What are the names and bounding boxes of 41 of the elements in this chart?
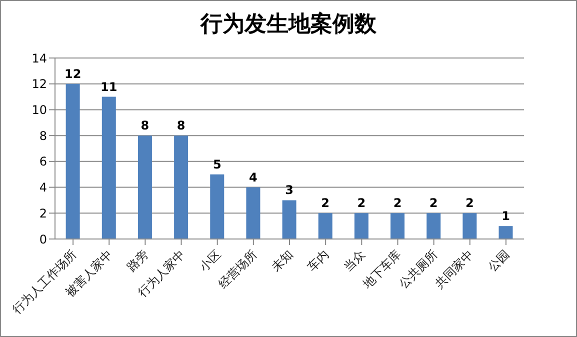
bar bbox=[390, 213, 405, 239]
data-label: 2 bbox=[429, 196, 438, 210]
chart-title: 行为发生地案例数 bbox=[199, 10, 378, 39]
y-tick-label: 0 bbox=[39, 232, 47, 246]
bar bbox=[282, 200, 296, 239]
bar bbox=[246, 187, 260, 239]
data-label: 5 bbox=[212, 157, 222, 172]
bar bbox=[174, 136, 188, 239]
x-tick-label: 小区 bbox=[196, 247, 224, 274]
x-tick-label: 当众 bbox=[340, 247, 368, 274]
data-label: 8 bbox=[176, 118, 186, 133]
data-label: 3 bbox=[285, 183, 294, 198]
y-tick-label: 4 bbox=[39, 180, 47, 195]
data-label: 1 bbox=[502, 209, 510, 224]
bar bbox=[210, 174, 224, 239]
x-tick-label: 路旁 bbox=[124, 247, 152, 274]
bar bbox=[138, 136, 152, 239]
x-tick-label: 未知 bbox=[268, 247, 296, 274]
bar bbox=[498, 226, 513, 239]
data-label: 2 bbox=[321, 196, 330, 210]
data-label: 12 bbox=[64, 66, 82, 81]
x-tick-label: 公园 bbox=[485, 247, 512, 274]
bar bbox=[66, 84, 80, 239]
y-tick-label: 12 bbox=[32, 77, 47, 92]
bar bbox=[318, 213, 332, 239]
y-tick-label: 10 bbox=[32, 102, 47, 117]
bar bbox=[426, 213, 441, 239]
data-label: 4 bbox=[249, 170, 258, 184]
data-label: 2 bbox=[357, 196, 366, 210]
bar bbox=[102, 96, 116, 239]
bar bbox=[462, 213, 477, 239]
y-tick-label: 14 bbox=[32, 51, 47, 66]
data-label: 2 bbox=[465, 196, 474, 210]
y-tick-label: 2 bbox=[39, 206, 47, 220]
x-tick-label: 车内 bbox=[304, 247, 332, 274]
data-label: 8 bbox=[140, 118, 150, 133]
y-tick-label: 6 bbox=[39, 154, 47, 169]
y-tick-label: 8 bbox=[39, 128, 47, 143]
bar bbox=[354, 213, 368, 239]
data-label: 11 bbox=[100, 80, 118, 94]
data-label: 2 bbox=[393, 196, 402, 210]
